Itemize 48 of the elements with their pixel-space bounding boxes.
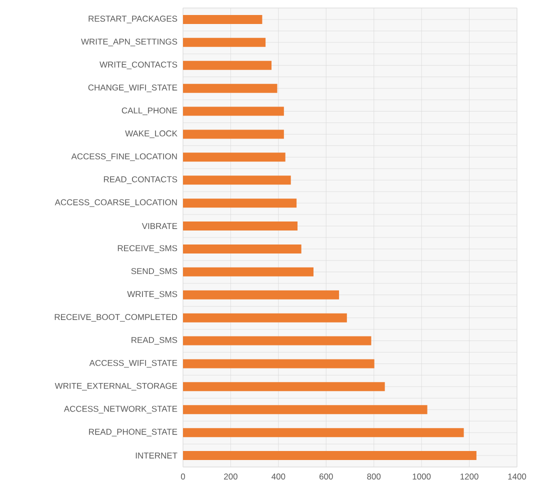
y-tick-label: VIBRATE [142, 223, 178, 229]
bar [183, 152, 286, 162]
bar [183, 14, 262, 24]
y-tick-label: READ_PHONE_STATE [89, 428, 178, 436]
bar [183, 106, 284, 116]
bar [183, 222, 298, 231]
y-tick-label: CALL_PHONE [122, 107, 178, 116]
y-tick-label: WRITE_SMS [127, 291, 178, 299]
y-tick-label: INTERNET [136, 452, 178, 458]
y-tick-label: RECEIVE_SMS [118, 245, 178, 253]
bar [183, 38, 266, 47]
bar [183, 451, 476, 460]
y-tick-label: ACCESS_WIFI_STATE [89, 360, 178, 368]
bar [183, 84, 278, 93]
bar [183, 60, 272, 70]
x-tick-label: 1000 [412, 474, 431, 480]
y-tick-label: READ_CONTACTS [104, 176, 178, 184]
bar [183, 405, 428, 414]
x-tick-label: 800 [367, 474, 381, 480]
bar [183, 244, 302, 254]
bar [183, 130, 284, 139]
y-tick-label: ACCESS_NETWORK_STATE [64, 406, 178, 414]
y-tick-label: WRITE_EXTERNAL_STORAGE [54, 382, 178, 390]
bar [183, 359, 374, 368]
y-tick-label: READ_SMS [132, 336, 178, 345]
y-tick-label: CHANGE_WIFI_STATE [88, 84, 178, 92]
x-tick-label: 1400 [508, 474, 526, 480]
y-tick-label: RESTART_PACKAGES [88, 16, 178, 24]
y-tick-label: WAKE_LOCK [125, 130, 178, 138]
bar [183, 336, 372, 346]
y-tick-label: WRITE_APN_SETTINGS [81, 38, 178, 46]
y-tick-label: SEND_SMS [131, 268, 178, 276]
y-tick-label: ACCESS_COARSE_LOCATION [54, 199, 177, 207]
bar [183, 290, 340, 300]
bar [183, 176, 291, 185]
x-tick-label: 0 [180, 474, 186, 480]
bar [183, 198, 297, 208]
x-tick-label: 1200 [460, 474, 478, 480]
x-tick-label: 400 [272, 474, 286, 480]
bar [183, 267, 314, 276]
bar [183, 382, 385, 392]
bar [183, 428, 464, 438]
y-tick-label: RECEIVE_BOOT_COMPLETED [54, 314, 178, 322]
y-tick-label: WRITE_CONTACTS [100, 62, 178, 70]
x-tick-label: 600 [320, 474, 333, 480]
bar [183, 313, 347, 322]
y-tick-label: ACCESS_FINE_LOCATION [71, 153, 177, 161]
x-tick-label: 200 [224, 474, 238, 480]
